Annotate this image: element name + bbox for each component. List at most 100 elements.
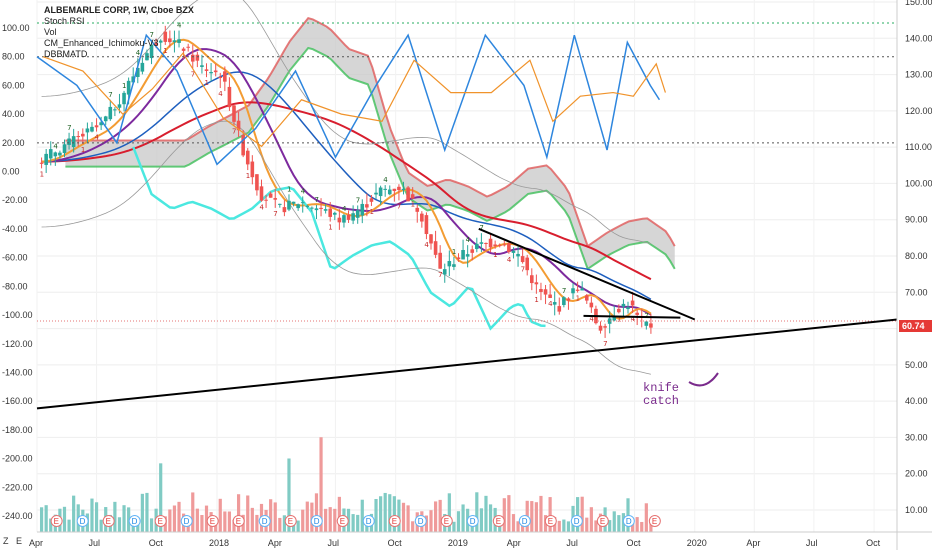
dividend-marker[interactable]	[258, 515, 271, 527]
earnings-marker[interactable]	[388, 515, 401, 527]
volume-bar	[456, 511, 461, 532]
candle-body	[131, 76, 136, 83]
earnings-marker[interactable]	[284, 515, 297, 527]
zoom-button[interactable]: Z	[3, 536, 9, 546]
candle-body	[484, 242, 488, 244]
td-count-label: 4	[301, 187, 306, 195]
volume-bar	[516, 521, 520, 532]
dividend-marker[interactable]	[570, 515, 583, 527]
dividend-marker[interactable]	[622, 515, 635, 527]
y-right-tick-label: 40.00	[905, 396, 928, 406]
marker-letter: D	[522, 517, 528, 526]
y-left-tick-label: -180.00	[2, 425, 33, 435]
dividend-marker[interactable]	[76, 515, 89, 527]
volume-bar	[612, 511, 616, 532]
dividend-marker[interactable]	[362, 515, 375, 527]
x-tick-label: 2020	[687, 538, 707, 548]
candle-body	[612, 316, 617, 321]
y-right-tick-label: 110.00	[905, 142, 932, 152]
volume-bar	[649, 519, 653, 532]
legend-dbbmatd[interactable]: DBBMATD	[44, 49, 88, 59]
dividend-marker[interactable]	[180, 515, 193, 527]
marker-letter: E	[496, 517, 501, 526]
candle-body	[62, 144, 67, 154]
td-count-label: 4	[548, 300, 553, 308]
earnings-marker[interactable]	[336, 515, 349, 527]
volume-bar	[273, 502, 277, 532]
candle-body	[126, 80, 131, 95]
volume-bar	[406, 505, 410, 532]
last-price-box	[899, 320, 932, 332]
candle-body	[617, 308, 621, 313]
y-left-tick-label: 80.00	[2, 52, 25, 62]
events-button[interactable]: E	[16, 536, 22, 546]
earnings-marker[interactable]	[492, 515, 505, 527]
candle-body	[365, 204, 369, 208]
senkou-span-b	[65, 17, 676, 248]
marker-letter: D	[262, 517, 268, 526]
y-left-tick-label: 60.00	[2, 80, 25, 90]
legend-ichimoku[interactable]: CM_Enhanced_Ichimoku-V3	[44, 38, 159, 48]
legend-volume[interactable]: Vol	[44, 27, 57, 37]
volume-bar	[72, 495, 76, 532]
volume-bar	[145, 492, 149, 532]
volume-bar	[557, 520, 561, 532]
candle-body	[383, 188, 387, 190]
candle-body	[502, 244, 507, 246]
y-left-tick-label: -220.00	[2, 482, 33, 492]
candle-body	[374, 192, 378, 195]
volume-bar	[246, 495, 250, 532]
y-right-tick-label: 50.00	[905, 360, 928, 370]
td-count-label: 4	[53, 143, 58, 151]
volume-bar	[511, 514, 516, 532]
earnings-marker[interactable]	[206, 515, 219, 527]
candle-body	[287, 200, 291, 210]
marker-letter: D	[80, 517, 86, 526]
earnings-marker[interactable]	[50, 515, 63, 527]
volume-bar	[383, 492, 387, 532]
candle-body	[227, 86, 232, 108]
td-count-label: 1	[205, 79, 209, 87]
bollinger-bands	[41, 0, 652, 375]
trendline-horizontal-support	[583, 314, 681, 319]
earnings-marker[interactable]	[440, 515, 453, 527]
ichimoku-cloud	[65, 17, 676, 271]
candle-body	[108, 106, 113, 120]
volume-bar	[236, 494, 241, 532]
volume-bar	[502, 498, 506, 532]
candle-body	[626, 307, 630, 310]
volume-bar	[356, 514, 360, 532]
y-right-tick-label: 140.00	[905, 33, 932, 43]
volume-bar	[168, 509, 172, 532]
earnings-marker[interactable]	[596, 515, 609, 527]
candle-body	[342, 215, 346, 223]
candle-body	[488, 238, 493, 248]
td-count-label: 7	[603, 340, 607, 348]
dividend-marker[interactable]	[466, 515, 479, 527]
y-left-tick-label: -160.00	[2, 396, 33, 406]
legend: ALBEMARLE CORP, 1W, Cboe BZX Stoch RSI V…	[44, 5, 194, 59]
earnings-marker[interactable]	[102, 515, 115, 527]
y-left-tick-label: -100.00	[2, 310, 33, 320]
candle-body	[635, 312, 639, 315]
td-count-label: 4	[259, 204, 264, 212]
legend-stoch-rsi[interactable]: Stoch RSI	[44, 16, 85, 26]
dividend-marker[interactable]	[518, 515, 531, 527]
dividend-marker[interactable]	[128, 515, 141, 527]
volume-bar	[324, 508, 328, 532]
earnings-marker[interactable]	[232, 515, 245, 527]
y-left-tick-label: -40.00	[2, 224, 28, 234]
candle-body	[264, 199, 268, 201]
dividend-marker[interactable]	[310, 515, 323, 527]
td-count-label: 7	[562, 287, 566, 295]
earnings-marker[interactable]	[544, 515, 557, 527]
earnings-marker[interactable]	[154, 515, 167, 527]
dividend-marker[interactable]	[414, 515, 427, 527]
volume-bar	[484, 495, 488, 532]
candle-body	[117, 104, 122, 108]
candle-body	[186, 46, 190, 48]
td-count-label: 1	[576, 295, 580, 303]
earnings-marker[interactable]	[648, 515, 661, 527]
